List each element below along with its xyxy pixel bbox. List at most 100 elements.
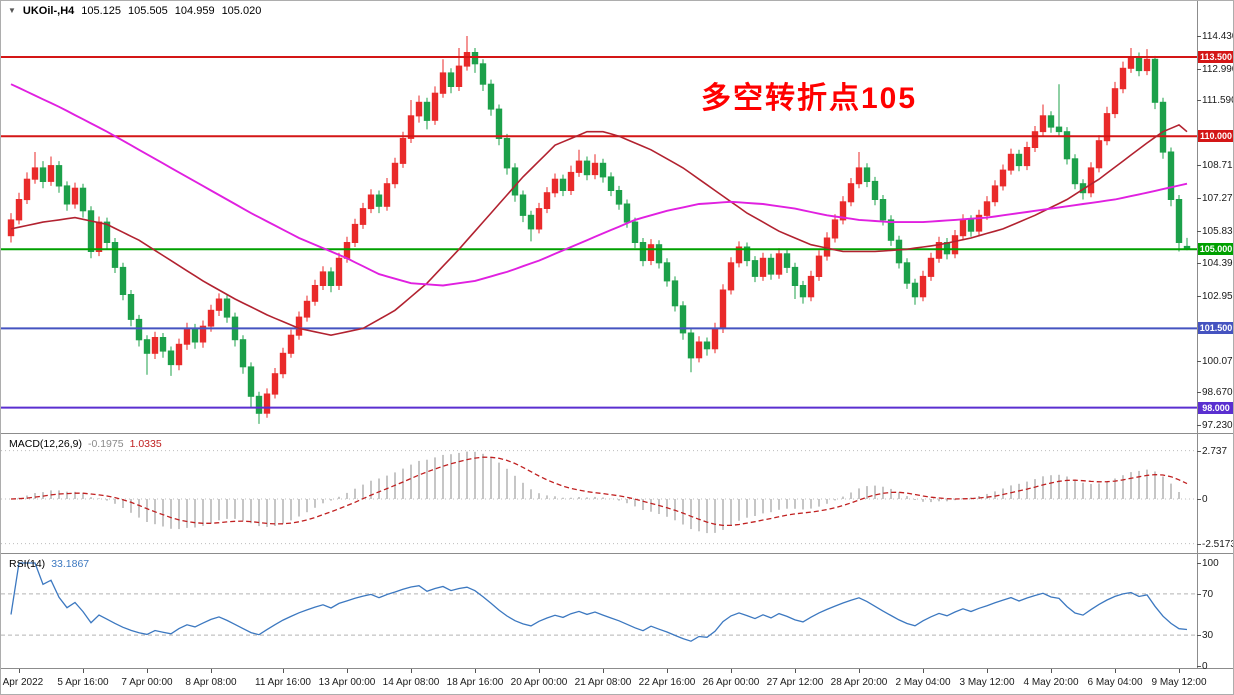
candle-body[interactable] bbox=[631, 221, 639, 244]
candle-body[interactable] bbox=[1167, 151, 1175, 200]
candle-body[interactable] bbox=[95, 221, 103, 253]
candle-body[interactable] bbox=[383, 183, 391, 207]
candle-body[interactable] bbox=[279, 352, 287, 375]
candle-body[interactable] bbox=[439, 72, 447, 94]
candle-body[interactable] bbox=[215, 298, 223, 311]
candle-body[interactable] bbox=[511, 167, 519, 196]
candle-body[interactable] bbox=[431, 92, 439, 121]
candle-body[interactable] bbox=[751, 260, 759, 277]
candle-body[interactable] bbox=[159, 337, 167, 352]
candle-body[interactable] bbox=[79, 187, 87, 212]
candle-body[interactable] bbox=[303, 300, 311, 318]
candle-body[interactable] bbox=[1127, 56, 1135, 69]
candle-body[interactable] bbox=[351, 223, 359, 243]
candle-body[interactable] bbox=[23, 178, 31, 201]
candle-body[interactable] bbox=[183, 327, 191, 345]
candle-body[interactable] bbox=[343, 242, 351, 259]
candle-body[interactable] bbox=[831, 219, 839, 239]
candle-body[interactable] bbox=[911, 282, 919, 298]
candle-body[interactable] bbox=[135, 318, 143, 341]
candle-body[interactable] bbox=[1047, 115, 1055, 128]
candle-body[interactable] bbox=[199, 325, 207, 343]
candle-body[interactable] bbox=[1135, 56, 1143, 72]
candle-body[interactable] bbox=[399, 138, 407, 164]
rsi-panel[interactable] bbox=[1, 554, 1197, 668]
candle-body[interactable] bbox=[623, 203, 631, 223]
candle-body[interactable] bbox=[287, 334, 295, 354]
candle-body[interactable] bbox=[223, 298, 231, 318]
candle-body[interactable] bbox=[47, 165, 55, 182]
candle-body[interactable] bbox=[1119, 67, 1127, 90]
candle-body[interactable] bbox=[599, 162, 607, 178]
candle-body[interactable] bbox=[535, 208, 543, 230]
candle-body[interactable] bbox=[575, 160, 583, 173]
candle-body[interactable] bbox=[527, 214, 535, 230]
candle-body[interactable] bbox=[887, 219, 895, 241]
candle-body[interactable] bbox=[1175, 199, 1183, 243]
ma-slow-line[interactable] bbox=[10, 83, 1188, 287]
candle-body[interactable] bbox=[1023, 147, 1031, 167]
candle-body[interactable] bbox=[775, 253, 783, 275]
panel-separator[interactable] bbox=[1, 668, 1233, 669]
candle-body[interactable] bbox=[1039, 115, 1047, 133]
candle-body[interactable] bbox=[207, 309, 215, 327]
candle-body[interactable] bbox=[927, 257, 935, 277]
candle-body[interactable] bbox=[543, 192, 551, 209]
candle-body[interactable] bbox=[415, 101, 423, 117]
candle-body[interactable] bbox=[791, 266, 799, 286]
candle-body[interactable] bbox=[167, 350, 175, 366]
candle-body[interactable] bbox=[703, 341, 711, 350]
candle-body[interactable] bbox=[895, 239, 903, 264]
candle-body[interactable] bbox=[863, 167, 871, 182]
candle-body[interactable] bbox=[999, 169, 1007, 187]
candle-body[interactable] bbox=[87, 210, 95, 253]
candle-body[interactable] bbox=[335, 257, 343, 286]
candle-body[interactable] bbox=[1063, 131, 1071, 160]
candle-body[interactable] bbox=[767, 257, 775, 275]
candle-body[interactable] bbox=[423, 101, 431, 121]
candle-body[interactable] bbox=[711, 327, 719, 350]
candle-body[interactable] bbox=[455, 65, 463, 87]
candle-body[interactable] bbox=[1103, 113, 1111, 142]
candle-body[interactable] bbox=[735, 246, 743, 264]
candle-body[interactable] bbox=[39, 167, 47, 182]
candle-body[interactable] bbox=[375, 194, 383, 207]
candle-body[interactable] bbox=[591, 162, 599, 176]
candle-body[interactable] bbox=[463, 52, 471, 67]
candle-body[interactable] bbox=[919, 275, 927, 298]
main-chart[interactable] bbox=[1, 1, 1197, 434]
candle-body[interactable] bbox=[839, 201, 847, 221]
candle-body[interactable] bbox=[879, 199, 887, 221]
candle-body[interactable] bbox=[679, 305, 687, 334]
candle-body[interactable] bbox=[519, 194, 527, 216]
candle-body[interactable] bbox=[495, 108, 503, 139]
candle-body[interactable] bbox=[967, 219, 975, 232]
candle-body[interactable] bbox=[1151, 58, 1159, 103]
candle-body[interactable] bbox=[407, 115, 415, 139]
candle-body[interactable] bbox=[951, 235, 959, 255]
candle-body[interactable] bbox=[311, 285, 319, 302]
candle-body[interactable] bbox=[319, 271, 327, 286]
candle-body[interactable] bbox=[559, 178, 567, 191]
text-annotation[interactable]: 多空转折点105 bbox=[701, 82, 918, 115]
macd-panel[interactable] bbox=[1, 434, 1197, 553]
candle-body[interactable] bbox=[1143, 58, 1151, 72]
candle-body[interactable] bbox=[191, 327, 199, 343]
candle-body[interactable] bbox=[855, 167, 863, 185]
candle-body[interactable] bbox=[583, 160, 591, 176]
candle-body[interactable] bbox=[111, 242, 119, 268]
candle-body[interactable] bbox=[727, 262, 735, 291]
candle-body[interactable] bbox=[1087, 167, 1095, 194]
candle-body[interactable] bbox=[391, 162, 399, 185]
candle-body[interactable] bbox=[1055, 126, 1063, 133]
candle-body[interactable] bbox=[1095, 140, 1103, 169]
candle-body[interactable] bbox=[551, 178, 559, 194]
candle-body[interactable] bbox=[1015, 153, 1023, 167]
panel-separator[interactable] bbox=[1, 553, 1233, 554]
candle-body[interactable] bbox=[15, 199, 23, 221]
candle-body[interactable] bbox=[935, 242, 943, 259]
candle-body[interactable] bbox=[991, 185, 999, 203]
candle-body[interactable] bbox=[615, 190, 623, 205]
candle-body[interactable] bbox=[687, 332, 695, 359]
candle-body[interactable] bbox=[871, 180, 879, 200]
